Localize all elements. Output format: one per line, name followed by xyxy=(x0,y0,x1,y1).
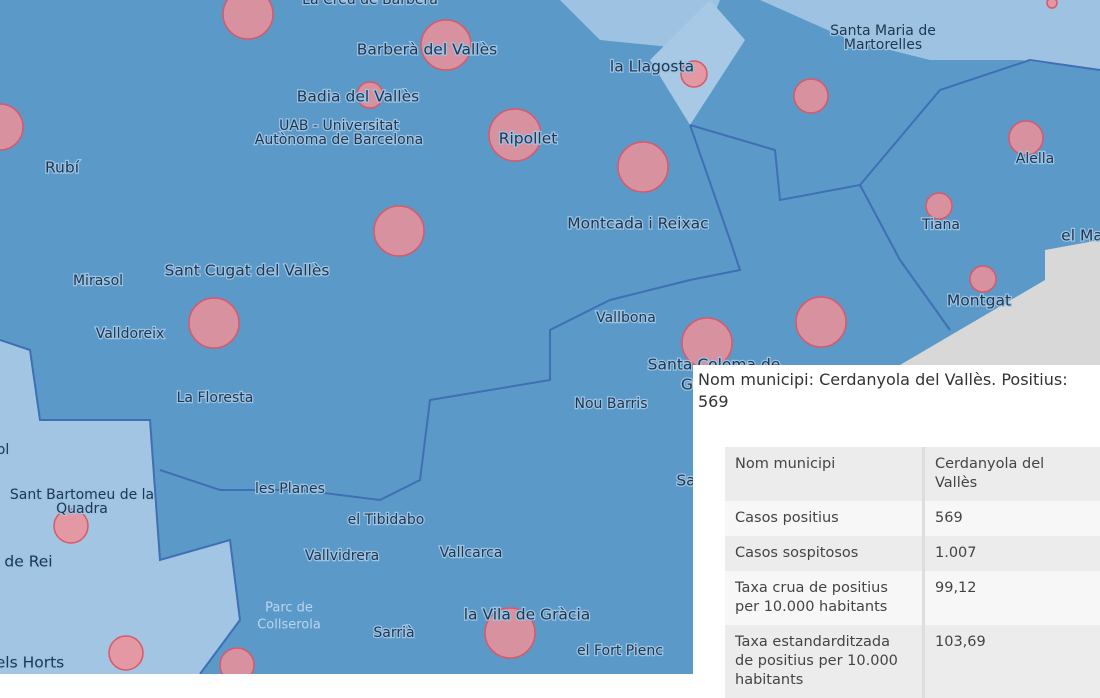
place-label: Vallcarca xyxy=(440,545,503,561)
place-label: Mirasol xyxy=(73,273,123,289)
place-label: Badia del Vallès xyxy=(297,88,419,106)
place-label: Collserola xyxy=(257,618,321,633)
field-value: 569 xyxy=(924,501,1100,536)
field-name: Taxa estandarditzada de positius per 10.… xyxy=(725,625,924,698)
place-label: Barberà del Vallès xyxy=(357,41,497,59)
place-label: Martorelles xyxy=(844,37,922,53)
place-label: Sant Cugat del Vallès xyxy=(165,262,330,280)
place-label: el Tibidabo xyxy=(348,512,425,528)
place-label: Vallbona xyxy=(596,310,656,326)
place-label: la Vila de Gràcia xyxy=(464,606,591,624)
place-label: Ripollet xyxy=(499,130,558,148)
field-name: Casos sospitosos xyxy=(725,536,924,571)
place-label: les Planes xyxy=(255,481,325,497)
place-label: Montcada i Reixac xyxy=(567,215,708,233)
place-label: G xyxy=(681,376,693,394)
table-row: Taxa crua de positius per 10.000 habitan… xyxy=(725,571,1100,625)
place-label: Alella xyxy=(1016,151,1054,167)
place-label: Parc de xyxy=(265,601,313,616)
place-label: La Floresta xyxy=(177,390,254,406)
field-value: Cerdanyola del Vallès xyxy=(924,447,1100,501)
field-name: Nom municipi xyxy=(725,447,924,501)
place-label: La Creu de Barbera xyxy=(302,0,438,8)
field-value: 103,69 xyxy=(924,625,1100,698)
place-label: ol xyxy=(0,442,9,458)
place-label: Tiana xyxy=(921,217,960,233)
field-value: 1.007 xyxy=(924,536,1100,571)
place-label: s de Rei xyxy=(0,553,53,571)
place-label: el Ma xyxy=(1061,227,1100,245)
table-row: Taxa estandarditzada de positius per 10.… xyxy=(725,625,1100,698)
page: La Creu de Barbera Barberà del Vallès la L… xyxy=(0,0,1100,674)
place-label: els Horts xyxy=(0,654,64,672)
place-label: Autònoma de Barcelona xyxy=(255,132,423,148)
field-name: Casos positius xyxy=(725,501,924,536)
place-label: la Llagosta xyxy=(610,58,694,76)
place-label: Rubí xyxy=(45,159,80,177)
place-label: el Fort Pienc xyxy=(577,643,663,659)
place-label: Montgat xyxy=(947,292,1011,310)
place-label: Quadra xyxy=(56,501,108,517)
field-value: 99,12 xyxy=(924,571,1100,625)
popup: Nom municipi: Cerdanyola del Vallès. Pos… xyxy=(693,365,1100,674)
place-label: Valldoreix xyxy=(96,326,165,342)
place-label: Nou Barris xyxy=(575,396,648,412)
place-label: Sarrià xyxy=(373,625,414,641)
field-name: Taxa crua de positius per 10.000 habitan… xyxy=(725,571,924,625)
popup-title: Nom municipi: Cerdanyola del Vallès. Pos… xyxy=(698,369,1088,413)
place-label: Vallvidrera xyxy=(305,548,379,564)
